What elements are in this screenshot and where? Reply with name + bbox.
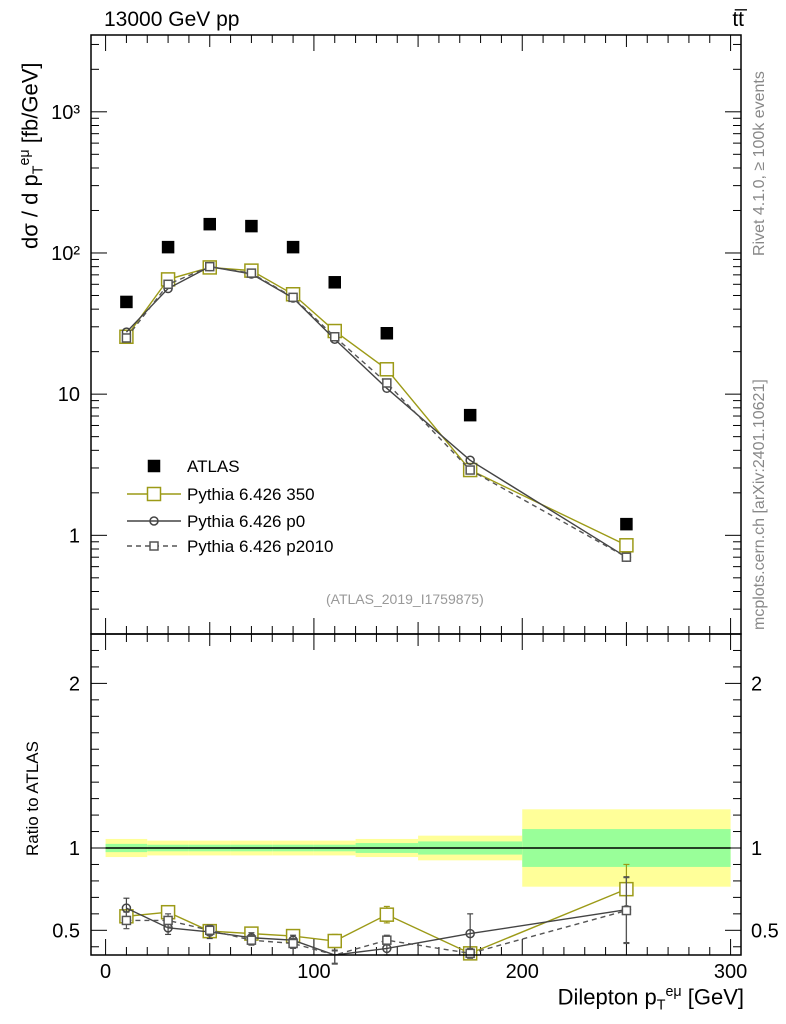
ratio-point: [288, 938, 298, 949]
y-tick-label-main: 10²: [51, 243, 80, 265]
x-tick-label: 0: [100, 961, 111, 983]
main-point: [288, 292, 298, 303]
main-point: [379, 362, 395, 377]
ratio-y-axis-label: Ratio to ATLAS: [23, 741, 42, 856]
main-point: [205, 261, 215, 272]
analysis-id-label: (ATLAS_2019_I1759875): [326, 591, 484, 607]
ratio-point: [205, 925, 215, 936]
main-point: [621, 552, 632, 562]
legend-marker: [149, 516, 159, 526]
atlas-point: [328, 276, 341, 289]
main-point: [382, 378, 392, 388]
ratio-line-pythia-6-426-p2010: [126, 909, 627, 956]
legend-marker-atlas: [147, 459, 161, 473]
legend-label: Pythia 6.426 p2010: [187, 537, 334, 556]
main-line-pythia-6-426-p2010: [125, 265, 627, 558]
mcplots-label: mcplots.cern.ch [arXiv:2401.10621]: [751, 379, 768, 630]
main-point: [330, 332, 340, 342]
rivet-version-label: Rivet 4.1.0, ≥ 100k events: [751, 71, 768, 256]
ratio-point: [121, 915, 132, 926]
y-tick-label-main: 10³: [51, 102, 80, 124]
atlas-point: [245, 219, 258, 233]
ratio-point: [246, 935, 257, 945]
y-tick-label-ratio: 2: [69, 673, 80, 695]
ratio-point: [621, 905, 632, 916]
atlas-point: [380, 327, 394, 340]
process-label: tt̅: [732, 8, 744, 31]
ratio-point: [327, 933, 342, 949]
main-point: [465, 465, 475, 475]
main-point: [163, 279, 173, 290]
atlas-point: [161, 240, 175, 254]
atlas-point: [203, 217, 216, 231]
legend-marker: [149, 541, 159, 551]
data-series: [119, 217, 634, 965]
main-point: [246, 268, 257, 278]
ratio-panel-frame: [90, 633, 742, 956]
beam-label: 13000 GeV pp: [104, 8, 240, 31]
tick-labels: 1 10 10² 10³ 0.5 0.5 1 1 2 2 0 100 200 300: [51, 102, 779, 983]
y-tick-label-ratio: 1: [69, 838, 80, 860]
y-tick-label-ratio: 0.5: [52, 920, 80, 942]
axis-ticks: [91, 35, 741, 955]
x-tick-label: 200: [506, 961, 539, 983]
atlas-point: [620, 517, 633, 531]
main-point: [121, 333, 132, 343]
x-axis-label: Dilepton pTeμ [GeV]: [557, 984, 744, 1014]
ratio-point: [382, 935, 392, 945]
legend-marker: [146, 486, 162, 502]
atlas-point: [463, 408, 477, 422]
plot-frames: [90, 34, 742, 956]
x-tick-label: 300: [714, 961, 747, 983]
atlas-point: [286, 240, 300, 254]
legend-label: ATLAS: [187, 457, 240, 476]
legend-label: Pythia 6.426 350: [187, 485, 315, 504]
legend: ATLAS Pythia 6.426 350 Pythia 6.426 p0 Pyth…: [127, 457, 334, 556]
y-tick-label-ratio-right: 0.5: [751, 920, 779, 942]
atlas-point: [120, 295, 133, 309]
y-tick-label-main: 1: [69, 525, 80, 547]
main-point: [465, 455, 475, 466]
ratio-point: [465, 948, 475, 959]
y-tick-label-main: 10: [58, 384, 80, 406]
y-tick-label-ratio-right: 1: [751, 838, 762, 860]
ratio-uncertainty-bands: [105, 809, 731, 887]
ratio-point: [379, 907, 395, 922]
legend-label: Pythia 6.426 p0: [187, 512, 305, 531]
ratio-point: [163, 915, 173, 926]
x-tick-label: 100: [297, 961, 330, 983]
main-point: [619, 538, 634, 553]
ratio-point: [465, 928, 475, 939]
main-y-axis-label: dσ / d pTeμ [fb/GeV]: [17, 62, 47, 250]
y-tick-label-ratio-right: 2: [751, 673, 762, 695]
